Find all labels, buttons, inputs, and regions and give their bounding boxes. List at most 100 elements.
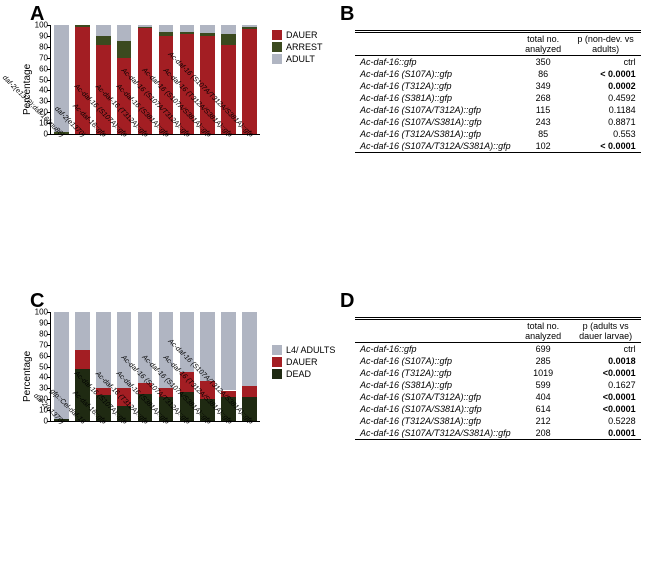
- legend-label: DAUER: [286, 357, 318, 367]
- chart-c: Percentage 0102030405060708090100daf-2(e…: [30, 312, 260, 512]
- table-row: Ac-daf-16 (S107A/T312A/S381A)::gfp2080.0…: [355, 427, 641, 440]
- row-n: 212: [516, 415, 571, 427]
- table-header-blank: [355, 319, 516, 343]
- row-p: <0.0001: [571, 403, 641, 415]
- bar-segment-dauer: [242, 29, 257, 134]
- row-name: Ac-daf-16 (S107A)::gfp: [355, 355, 516, 367]
- y-tick: [47, 367, 51, 368]
- bar-segment-dauer: [242, 386, 257, 397]
- row-p: 0.0002: [571, 80, 641, 92]
- bar-segment-arrest: [138, 27, 153, 28]
- bar-segment-arrest: [242, 27, 257, 29]
- y-tick: [47, 356, 51, 357]
- table-row: Ac-daf-16 (T312A/S381A)::gfp850.553: [355, 128, 641, 140]
- row-n: 1019: [516, 367, 571, 379]
- bar-segment-adult: [138, 25, 153, 27]
- row-p: 0.0018: [571, 355, 641, 367]
- row-p: <0.0001: [571, 367, 641, 379]
- y-tick: [47, 312, 51, 313]
- y-tick: [47, 36, 51, 37]
- bar: [242, 312, 257, 421]
- row-n: 115: [516, 104, 571, 116]
- table-b: total no. analyzedp (non-dev. vs adults)…: [355, 30, 641, 153]
- bar-segment-adult: [96, 25, 111, 36]
- y-axis-label: Percentage: [22, 351, 33, 402]
- bar-segment-l4adults: [75, 312, 90, 350]
- legend-swatch: [272, 345, 282, 355]
- table-row: Ac-daf-16 (T312A)::gfp3490.0002: [355, 80, 641, 92]
- row-name: Ac-daf-16 (T312A)::gfp: [355, 367, 516, 379]
- legend-item: ARREST: [272, 42, 323, 52]
- row-n: 102: [516, 140, 571, 153]
- y-tick: [47, 421, 51, 422]
- row-name: Ac-daf-16 (S107A)::gfp: [355, 68, 516, 80]
- row-n: 699: [516, 343, 571, 356]
- row-p: 0.8871: [571, 116, 641, 128]
- row-name: Ac-daf-16 (T312A)::gfp: [355, 80, 516, 92]
- bar-segment-l4adults: [242, 312, 257, 386]
- table-row: Ac-daf-16::gfp699ctrl: [355, 343, 641, 356]
- legend-label: ADULT: [286, 54, 315, 64]
- table-row: Ac-daf-16 (S107A/T312A)::gfp404<0.0001: [355, 391, 641, 403]
- row-name: Ac-daf-16 (S107A/S381A)::gfp: [355, 116, 516, 128]
- bar-segment-adult: [117, 25, 132, 41]
- bar-segment-dauer: [75, 350, 90, 369]
- legend-label: L4/ ADULTS: [286, 345, 335, 355]
- row-n: 614: [516, 403, 571, 415]
- legend-a: DAUER ARREST ADULT: [272, 30, 323, 66]
- legend-item: ADULT: [272, 54, 323, 64]
- row-name: Ac-daf-16 (S107A/T312A)::gfp: [355, 104, 516, 116]
- table-row: Ac-daf-16 (S107A/S381A)::gfp2430.8871: [355, 116, 641, 128]
- y-tick: [47, 90, 51, 91]
- bar-segment-arrest: [96, 36, 111, 45]
- row-name: Ac-daf-16 (S107A/T312A/S381A)::gfp: [355, 427, 516, 440]
- bar-segment-adult: [242, 25, 257, 27]
- table-row: Ac-daf-16 (T312A/S381A)::gfp2120.5228: [355, 415, 641, 427]
- panel-label-d: D: [340, 290, 354, 313]
- legend-swatch: [272, 54, 282, 64]
- y-tick: [47, 101, 51, 102]
- bar-segment-adult: [180, 25, 195, 32]
- row-n: 285: [516, 355, 571, 367]
- row-name: Ac-daf-16 (T312A/S381A)::gfp: [355, 415, 516, 427]
- row-p: 0.1184: [571, 104, 641, 116]
- x-tick-label: Ac-daf-16 (S107A/T312A/S381A)::gfp: [245, 425, 333, 513]
- legend-label: DEAD: [286, 369, 311, 379]
- row-n: 599: [516, 379, 571, 391]
- row-p: 0.0001: [571, 427, 641, 440]
- row-n: 268: [516, 92, 571, 104]
- bar-segment-arrest: [180, 32, 195, 34]
- bar-segment-arrest: [159, 32, 174, 36]
- row-p: 0.5228: [571, 415, 641, 427]
- row-n: 349: [516, 80, 571, 92]
- row-name: Ac-daf-16::gfp: [355, 343, 516, 356]
- legend-c: L4/ ADULTS DAUER DEAD: [272, 345, 335, 381]
- legend-swatch: [272, 369, 282, 379]
- row-n: 85: [516, 128, 571, 140]
- row-p: < 0.0001: [571, 68, 641, 80]
- table-row: Ac-daf-16 (S107A/T312A/S381A)::gfp102< 0…: [355, 140, 641, 153]
- row-name: Ac-daf-16 (S107A/T312A/S381A)::gfp: [355, 140, 516, 153]
- y-tick: [47, 25, 51, 26]
- bar-segment-l4adults: [221, 312, 236, 390]
- row-n: 404: [516, 391, 571, 403]
- y-tick: [47, 323, 51, 324]
- row-name: Ac-daf-16 (S381A)::gfp: [355, 379, 516, 391]
- legend-item: DAUER: [272, 30, 323, 40]
- y-tick: [47, 47, 51, 48]
- plot-area: 0102030405060708090100daf-2(e1370);daf-1…: [50, 25, 260, 135]
- y-tick: [47, 69, 51, 70]
- table-row: Ac-daf-16 (S381A)::gfp5990.1627: [355, 379, 641, 391]
- bar-segment-arrest: [75, 25, 90, 27]
- y-tick: [47, 334, 51, 335]
- table-row: Ac-daf-16::gfp350ctrl: [355, 56, 641, 69]
- table-row: Ac-daf-16 (S107A)::gfp2850.0018: [355, 355, 641, 367]
- legend-item: L4/ ADULTS: [272, 345, 335, 355]
- row-n: 208: [516, 427, 571, 440]
- bar-segment-adult: [221, 25, 236, 34]
- y-tick: [47, 377, 51, 378]
- y-tick: [47, 345, 51, 346]
- row-name: Ac-daf-16 (S381A)::gfp: [355, 92, 516, 104]
- row-n: 243: [516, 116, 571, 128]
- legend-label: DAUER: [286, 30, 318, 40]
